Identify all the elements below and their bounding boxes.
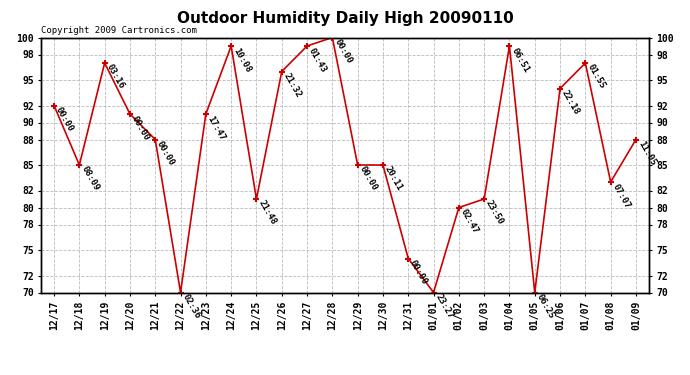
Text: 20:11: 20:11 — [383, 165, 404, 193]
Text: 00:00: 00:00 — [333, 38, 353, 65]
Text: 00:00: 00:00 — [130, 114, 151, 142]
Text: 23:27: 23:27 — [433, 292, 455, 320]
Text: 00:00: 00:00 — [54, 105, 75, 133]
Text: 03:16: 03:16 — [105, 63, 126, 91]
Text: 00:00: 00:00 — [357, 165, 379, 193]
Text: 01:55: 01:55 — [585, 63, 607, 91]
Text: 06:51: 06:51 — [509, 46, 531, 74]
Text: 11:05: 11:05 — [636, 140, 657, 167]
Text: 08:09: 08:09 — [79, 165, 101, 193]
Text: 10:08: 10:08 — [231, 46, 253, 74]
Text: 06:25: 06:25 — [535, 292, 556, 320]
Text: 23:50: 23:50 — [484, 199, 505, 227]
Text: 21:48: 21:48 — [257, 199, 277, 227]
Text: Copyright 2009 Cartronics.com: Copyright 2009 Cartronics.com — [41, 26, 197, 35]
Text: 00:00: 00:00 — [155, 140, 177, 167]
Text: 02:47: 02:47 — [459, 207, 480, 235]
Text: 17:47: 17:47 — [206, 114, 227, 142]
Text: 01:43: 01:43 — [307, 46, 328, 74]
Text: 22:18: 22:18 — [560, 88, 581, 116]
Text: 07:07: 07:07 — [611, 182, 632, 210]
Text: 00:00: 00:00 — [408, 258, 429, 286]
Text: Outdoor Humidity Daily High 20090110: Outdoor Humidity Daily High 20090110 — [177, 11, 513, 26]
Text: 21:32: 21:32 — [282, 72, 303, 99]
Text: 02:36: 02:36 — [181, 292, 201, 320]
